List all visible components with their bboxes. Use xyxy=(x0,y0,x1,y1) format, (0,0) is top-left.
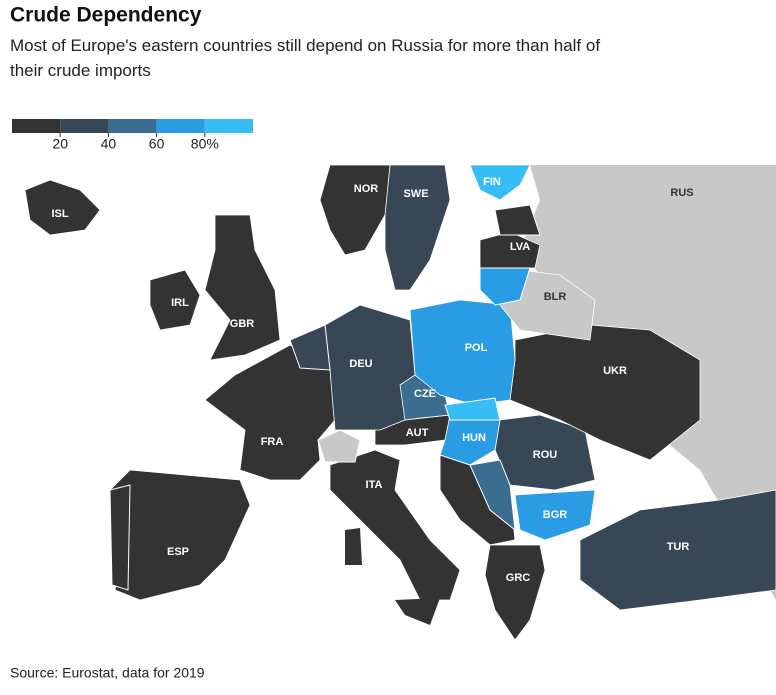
legend-tick-label: 80% xyxy=(191,136,219,152)
country-label: SWE xyxy=(403,188,428,200)
country-label: LVA xyxy=(510,241,530,253)
estonia xyxy=(494,204,541,236)
legend-swatch xyxy=(156,119,205,133)
country-label: POL xyxy=(465,342,488,354)
country xyxy=(469,164,531,201)
subtitle-line: Most of Europe's eastern countries still… xyxy=(10,36,600,55)
sicily xyxy=(395,598,440,625)
country xyxy=(494,414,596,491)
title: Crude Dependency xyxy=(10,4,202,27)
country-label: HUN xyxy=(462,432,486,444)
country-label: BLR xyxy=(544,291,567,303)
country xyxy=(579,489,776,611)
subtitle: Most of Europe's eastern countries still… xyxy=(10,36,600,80)
country-label: ROU xyxy=(533,449,558,461)
country xyxy=(384,164,451,291)
country-label: BGR xyxy=(543,509,568,521)
benelux xyxy=(289,324,331,371)
country-label: AUT xyxy=(406,427,429,439)
country-label: NOR xyxy=(354,183,379,195)
country-label: GBR xyxy=(230,318,255,330)
country xyxy=(319,164,391,256)
sardinia xyxy=(345,528,362,565)
country xyxy=(324,304,416,431)
country-label: GRC xyxy=(506,572,531,584)
switzerland xyxy=(317,429,361,463)
country-label: TUR xyxy=(667,541,690,553)
country-label: DEU xyxy=(349,358,372,370)
country-label: ISL xyxy=(51,208,68,220)
country xyxy=(24,179,101,236)
slovakia xyxy=(444,397,501,421)
country xyxy=(329,449,461,601)
country-label: ITA xyxy=(366,479,383,491)
country xyxy=(409,299,516,406)
source: Source: Eurostat, data for 2019 xyxy=(10,665,205,681)
legend-swatch xyxy=(108,119,157,133)
serbia xyxy=(469,459,516,532)
legend-swatch xyxy=(12,119,61,133)
lithuania xyxy=(479,267,531,306)
map: ISL NOR SWE FIN RUS LVA BLR IRL GBR DEU POL UKR CZE F… xyxy=(24,164,776,641)
country xyxy=(484,544,546,641)
country-label: UKR xyxy=(603,365,627,377)
country-label: IRL xyxy=(171,297,189,309)
legend: 20 40 60 80% xyxy=(12,119,253,152)
legend-swatch xyxy=(204,119,253,133)
country xyxy=(204,214,281,361)
subtitle-line: their crude imports xyxy=(10,61,151,80)
country-label: FRA xyxy=(261,436,284,448)
legend-tick-label: 60 xyxy=(149,136,165,152)
country-label: RUS xyxy=(670,187,693,199)
country-label: FIN xyxy=(483,176,501,188)
country-label: CZE xyxy=(414,388,436,400)
country xyxy=(109,469,251,601)
country xyxy=(514,489,596,541)
legend-swatch xyxy=(60,119,109,133)
legend-tick-label: 40 xyxy=(101,136,117,152)
legend-tick-label: 20 xyxy=(52,136,68,152)
portugal xyxy=(109,484,131,591)
country-label: ESP xyxy=(167,546,189,558)
country xyxy=(149,269,201,331)
